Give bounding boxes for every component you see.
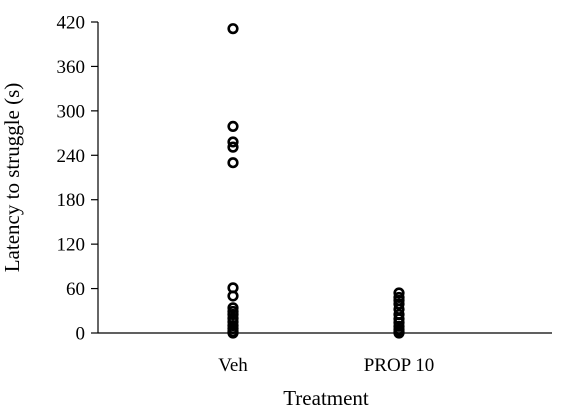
data-point	[227, 23, 239, 35]
y-tick-label: 240	[57, 146, 86, 167]
y-axis-title: Latency to struggle (s)	[0, 83, 24, 273]
x-tick-label: Veh	[218, 355, 248, 376]
y-tick-label: 0	[76, 324, 86, 345]
data-point	[227, 302, 239, 314]
y-tick-label: 300	[57, 101, 86, 122]
x-axis-ticks: Veh PROP 10	[218, 355, 434, 376]
y-tick-label: 420	[57, 13, 86, 34]
y-tick-label: 120	[57, 235, 86, 256]
y-tick-label: 60	[66, 279, 85, 300]
x-tick-label: PROP 10	[364, 355, 435, 376]
data-point	[227, 327, 239, 339]
data-point	[227, 136, 239, 148]
data-point	[227, 141, 239, 153]
data-point	[227, 157, 239, 169]
y-tick-label: 180	[57, 190, 86, 211]
data-point	[393, 327, 405, 339]
y-tick-label: 360	[57, 57, 86, 78]
y-axis-ticks: 0 60 120 180 240 300 360 420	[57, 13, 98, 345]
data-point	[227, 290, 239, 302]
data-points	[227, 23, 405, 339]
data-point	[227, 120, 239, 133]
data-point	[393, 298, 405, 310]
x-axis-title: Treatment	[283, 386, 369, 410]
